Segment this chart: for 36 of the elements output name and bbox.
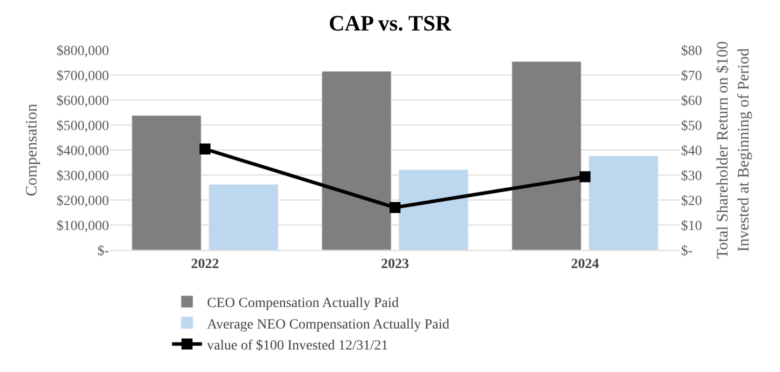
y2-tick-label: $80 xyxy=(681,44,702,59)
chart-title: CAP vs. TSR xyxy=(328,10,452,36)
y2-axis-title: Total Shareholder Return on $100 Invested at Beginning of Period xyxy=(714,41,752,259)
bar xyxy=(398,170,468,250)
point xyxy=(390,202,400,213)
y2-tick-label: $10 xyxy=(681,218,702,234)
x-tick-label: 2022 xyxy=(191,256,219,272)
y-tick-label: $300,000 xyxy=(56,168,109,184)
y-tick-label: $600,000 xyxy=(56,94,109,109)
bar xyxy=(588,156,658,250)
y-tick-label: $- xyxy=(97,244,110,259)
y-tick-label: $700,000 xyxy=(56,68,109,84)
legend-label: Average NEO Compensation Actually Paid xyxy=(207,317,450,332)
y2-tick-label: $50 xyxy=(681,118,702,134)
y2-tick-label: $60 xyxy=(681,94,702,109)
y-tick-label: $800,000 xyxy=(56,44,109,59)
y-tick-label: $400,000 xyxy=(56,144,109,159)
legend-label: CEO Compensation Actually Paid xyxy=(207,296,399,312)
y2-tick-label: $20 xyxy=(681,194,702,209)
point xyxy=(580,171,590,182)
legend-label: value of $100 Invested 12/31/21 xyxy=(207,338,388,354)
y-axis-title: Compensation xyxy=(23,104,40,196)
x-tick-label: 2023 xyxy=(381,256,409,272)
y2-tick-label: $70 xyxy=(681,68,702,84)
y2-tick-label: $40 xyxy=(681,144,702,159)
y2-tick-label: $- xyxy=(681,244,693,259)
point xyxy=(200,144,210,154)
y-tick-label: $100,000 xyxy=(56,218,109,234)
bar xyxy=(322,71,392,250)
bar xyxy=(208,184,278,250)
y-tick-label: $200,000 xyxy=(56,194,109,209)
y-tick-label: $500,000 xyxy=(56,118,109,134)
x-tick-label: 2024 xyxy=(571,256,599,272)
y2-tick-label: $30 xyxy=(681,168,702,184)
bar xyxy=(132,115,202,250)
bar xyxy=(512,61,582,250)
